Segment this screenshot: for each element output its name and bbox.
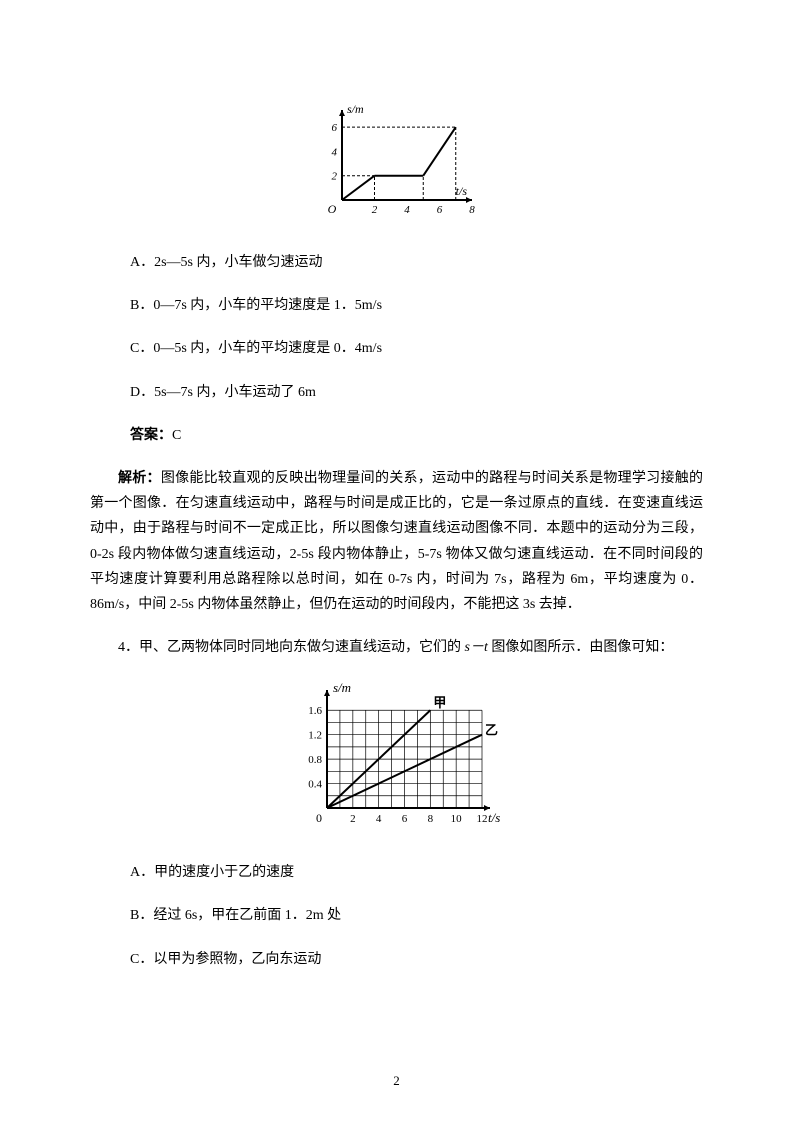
q4-prefix: 4．甲、乙两物体同时同地向东做匀速直线运动，它们的 <box>118 640 465 655</box>
q3-explanation: 解析：图像能比较直观的反映出物理量间的关系，运动中的路程与时间关系是物理学习接触… <box>90 466 703 617</box>
q4-st: s－t <box>465 640 488 655</box>
svg-text:s/m: s/m <box>347 102 364 116</box>
svg-text:2: 2 <box>350 813 356 825</box>
page-number: 2 <box>0 1069 793 1092</box>
answer-label: 答案： <box>130 428 172 443</box>
q4-suffix: 图像如图所示．由图像可知： <box>488 640 674 655</box>
q3-answer-value: C <box>172 428 181 443</box>
svg-text:12: 12 <box>476 813 487 825</box>
explanation-label: 解析： <box>118 471 161 486</box>
svg-text:t/s: t/s <box>455 184 467 198</box>
svg-text:0.8: 0.8 <box>308 754 322 766</box>
q3-answer: 答案：C <box>130 423 703 448</box>
svg-text:乙: 乙 <box>485 723 498 738</box>
svg-text:8: 8 <box>469 204 475 216</box>
q4-option-b: B．经过 6s，甲在乙前面 1．2m 处 <box>130 903 703 928</box>
svg-text:t/s: t/s <box>488 810 500 825</box>
svg-text:6: 6 <box>436 204 442 216</box>
q3-option-b: B．0—7s 内，小车的平均速度是 1．5m/s <box>130 293 703 318</box>
q3-explanation-text: 图像能比较直观的反映出物理量间的关系，运动中的路程与时间关系是物理学习接触的第一… <box>90 471 703 612</box>
q4-question: 4．甲、乙两物体同时同地向东做匀速直线运动，它们的 s－t 图像如图所示．由图像… <box>90 635 703 660</box>
svg-text:4: 4 <box>404 204 410 216</box>
q3-option-a: A．2s—5s 内，小车做匀速运动 <box>130 250 703 275</box>
svg-text:6: 6 <box>401 813 407 825</box>
svg-text:2: 2 <box>331 171 337 183</box>
svg-text:8: 8 <box>427 813 433 825</box>
svg-text:s/m: s/m <box>333 680 351 695</box>
svg-text:1.2: 1.2 <box>308 730 322 742</box>
q4-option-a: A．甲的速度小于乙的速度 <box>130 860 703 885</box>
chart1-svg: 2 4 6 8 2 4 6 s/m t/s O <box>307 100 487 220</box>
chart1-container: 2 4 6 8 2 4 6 s/m t/s O <box>90 100 703 220</box>
chart2-svg: 甲乙 2 4 6 8 10 12 0.4 0.8 1.2 1.6 0 s/m t/s <box>287 680 507 830</box>
svg-text:2: 2 <box>371 204 377 216</box>
q4-option-c: C．以甲为参照物，乙向东运动 <box>130 947 703 972</box>
svg-text:O: O <box>327 202 336 216</box>
q3-option-d: D．5s—7s 内，小车运动了 6m <box>130 380 703 405</box>
svg-text:0.4: 0.4 <box>308 779 322 791</box>
q3-option-c: C．0—5s 内，小车的平均速度是 0．4m/s <box>130 336 703 361</box>
svg-text:4: 4 <box>375 813 381 825</box>
svg-text:10: 10 <box>450 813 462 825</box>
svg-text:1.6: 1.6 <box>308 705 322 717</box>
svg-text:0: 0 <box>316 811 322 825</box>
svg-text:6: 6 <box>331 122 337 134</box>
svg-text:甲: 甲 <box>433 695 446 710</box>
svg-text:4: 4 <box>331 146 337 158</box>
page-container: 2 4 6 8 2 4 6 s/m t/s O A．2s—5s 内，小车做匀速运动 B．0—7s … <box>0 0 793 1122</box>
chart2-container: 甲乙 2 4 6 8 10 12 0.4 0.8 1.2 1.6 0 s/m t/s <box>90 680 703 830</box>
